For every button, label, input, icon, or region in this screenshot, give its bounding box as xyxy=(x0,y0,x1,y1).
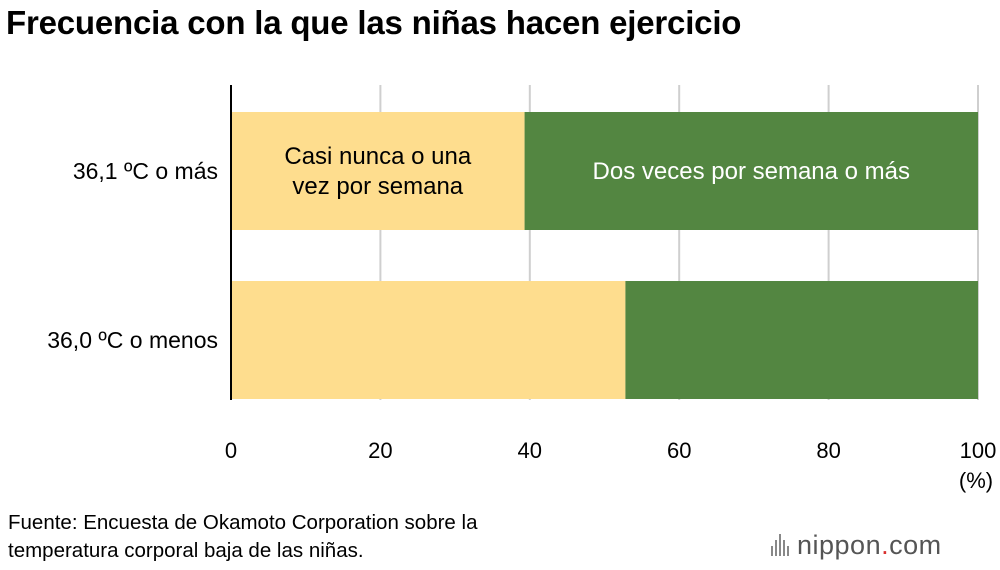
bar-segment xyxy=(231,112,525,230)
x-tick-label: 100 xyxy=(960,438,997,463)
bar-segment xyxy=(625,281,978,399)
x-tick-label: 80 xyxy=(816,438,840,463)
logo-name: nippon xyxy=(797,530,882,560)
bar-segment xyxy=(524,112,978,230)
category-label: 36,1 ºC o más xyxy=(73,158,218,184)
nippon-logo: nippon.com xyxy=(771,530,942,563)
logo-tld: com xyxy=(889,530,942,560)
x-tick-label: 20 xyxy=(368,438,392,463)
x-tick-label: 0 xyxy=(225,438,237,463)
source-note: Fuente: Encuesta de Okamoto Corporation … xyxy=(8,509,478,565)
logo-bars-icon xyxy=(771,532,791,563)
stacked-bar-chart: 36,1 ºC o más 36,0 ºC o menos 0 20 40 60 80 100… xyxy=(47,85,997,493)
x-tick-label: 40 xyxy=(518,438,542,463)
series-label: Dos veces por semana o más xyxy=(593,158,910,185)
chart-title: Frecuencia con la que las niñas hacen ej… xyxy=(6,4,742,41)
source-line-2: temperatura corporal baja de las niñas. xyxy=(8,539,364,562)
series-label: vez por semana xyxy=(292,173,463,200)
series-label: Casi nunca o una xyxy=(284,143,471,170)
source-line-1: Fuente: Encuesta de Okamoto Corporation … xyxy=(8,511,478,534)
x-tick-label: 60 xyxy=(667,438,691,463)
logo-dot: . xyxy=(881,530,890,560)
category-label: 36,0 ºC o menos xyxy=(47,327,218,353)
x-unit-label: (%) xyxy=(959,468,993,493)
bar-segment xyxy=(231,281,626,399)
